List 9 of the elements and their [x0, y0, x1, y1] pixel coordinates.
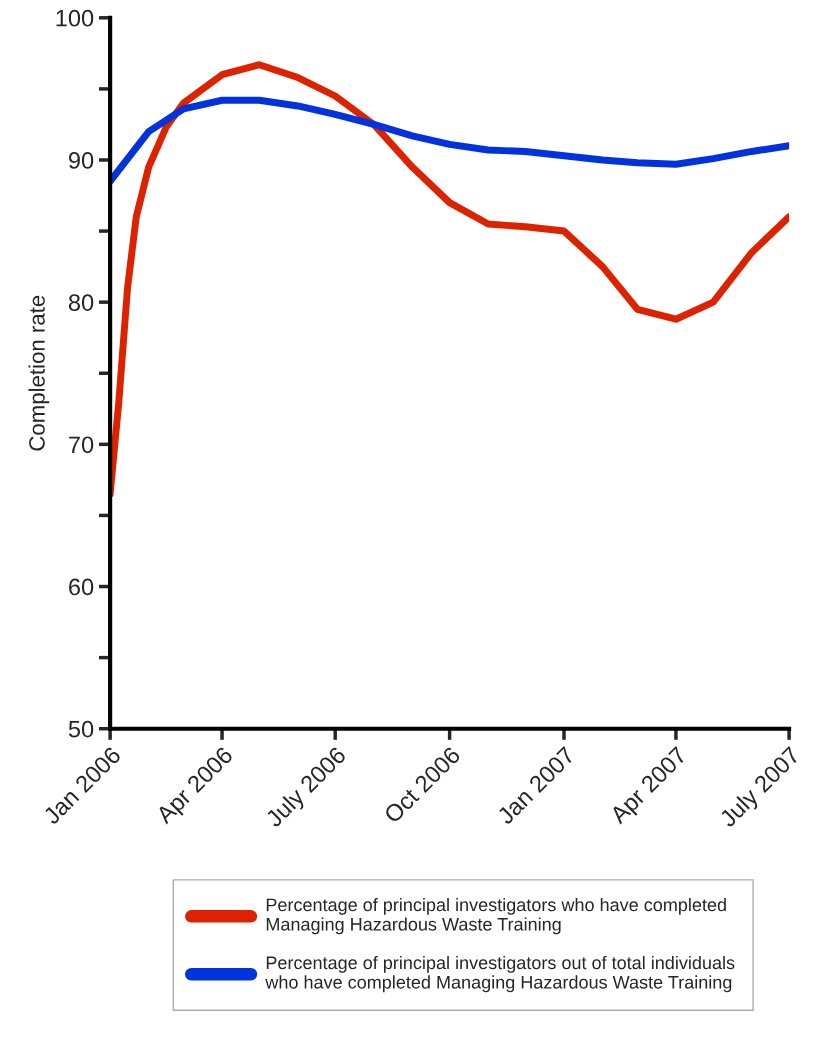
y-tick-label: 60	[69, 578, 94, 596]
y-tick-label: 90	[69, 152, 94, 169]
y-tick-label: 50	[68, 720, 94, 738]
legend-label: Percentage of principal investigators who have completed Managing Hazardous Waste Training	[266, 897, 726, 935]
legend-label: Percentage of principal investigators out of total individuals who have completed Managing Hazardous Waste Training	[265, 955, 735, 993]
y-tick-label: 80	[68, 294, 94, 311]
y-axis-title: Completion rate	[28, 295, 50, 451]
y-tick-label: 70	[69, 436, 94, 454]
y-tick-label: 100	[56, 9, 94, 27]
